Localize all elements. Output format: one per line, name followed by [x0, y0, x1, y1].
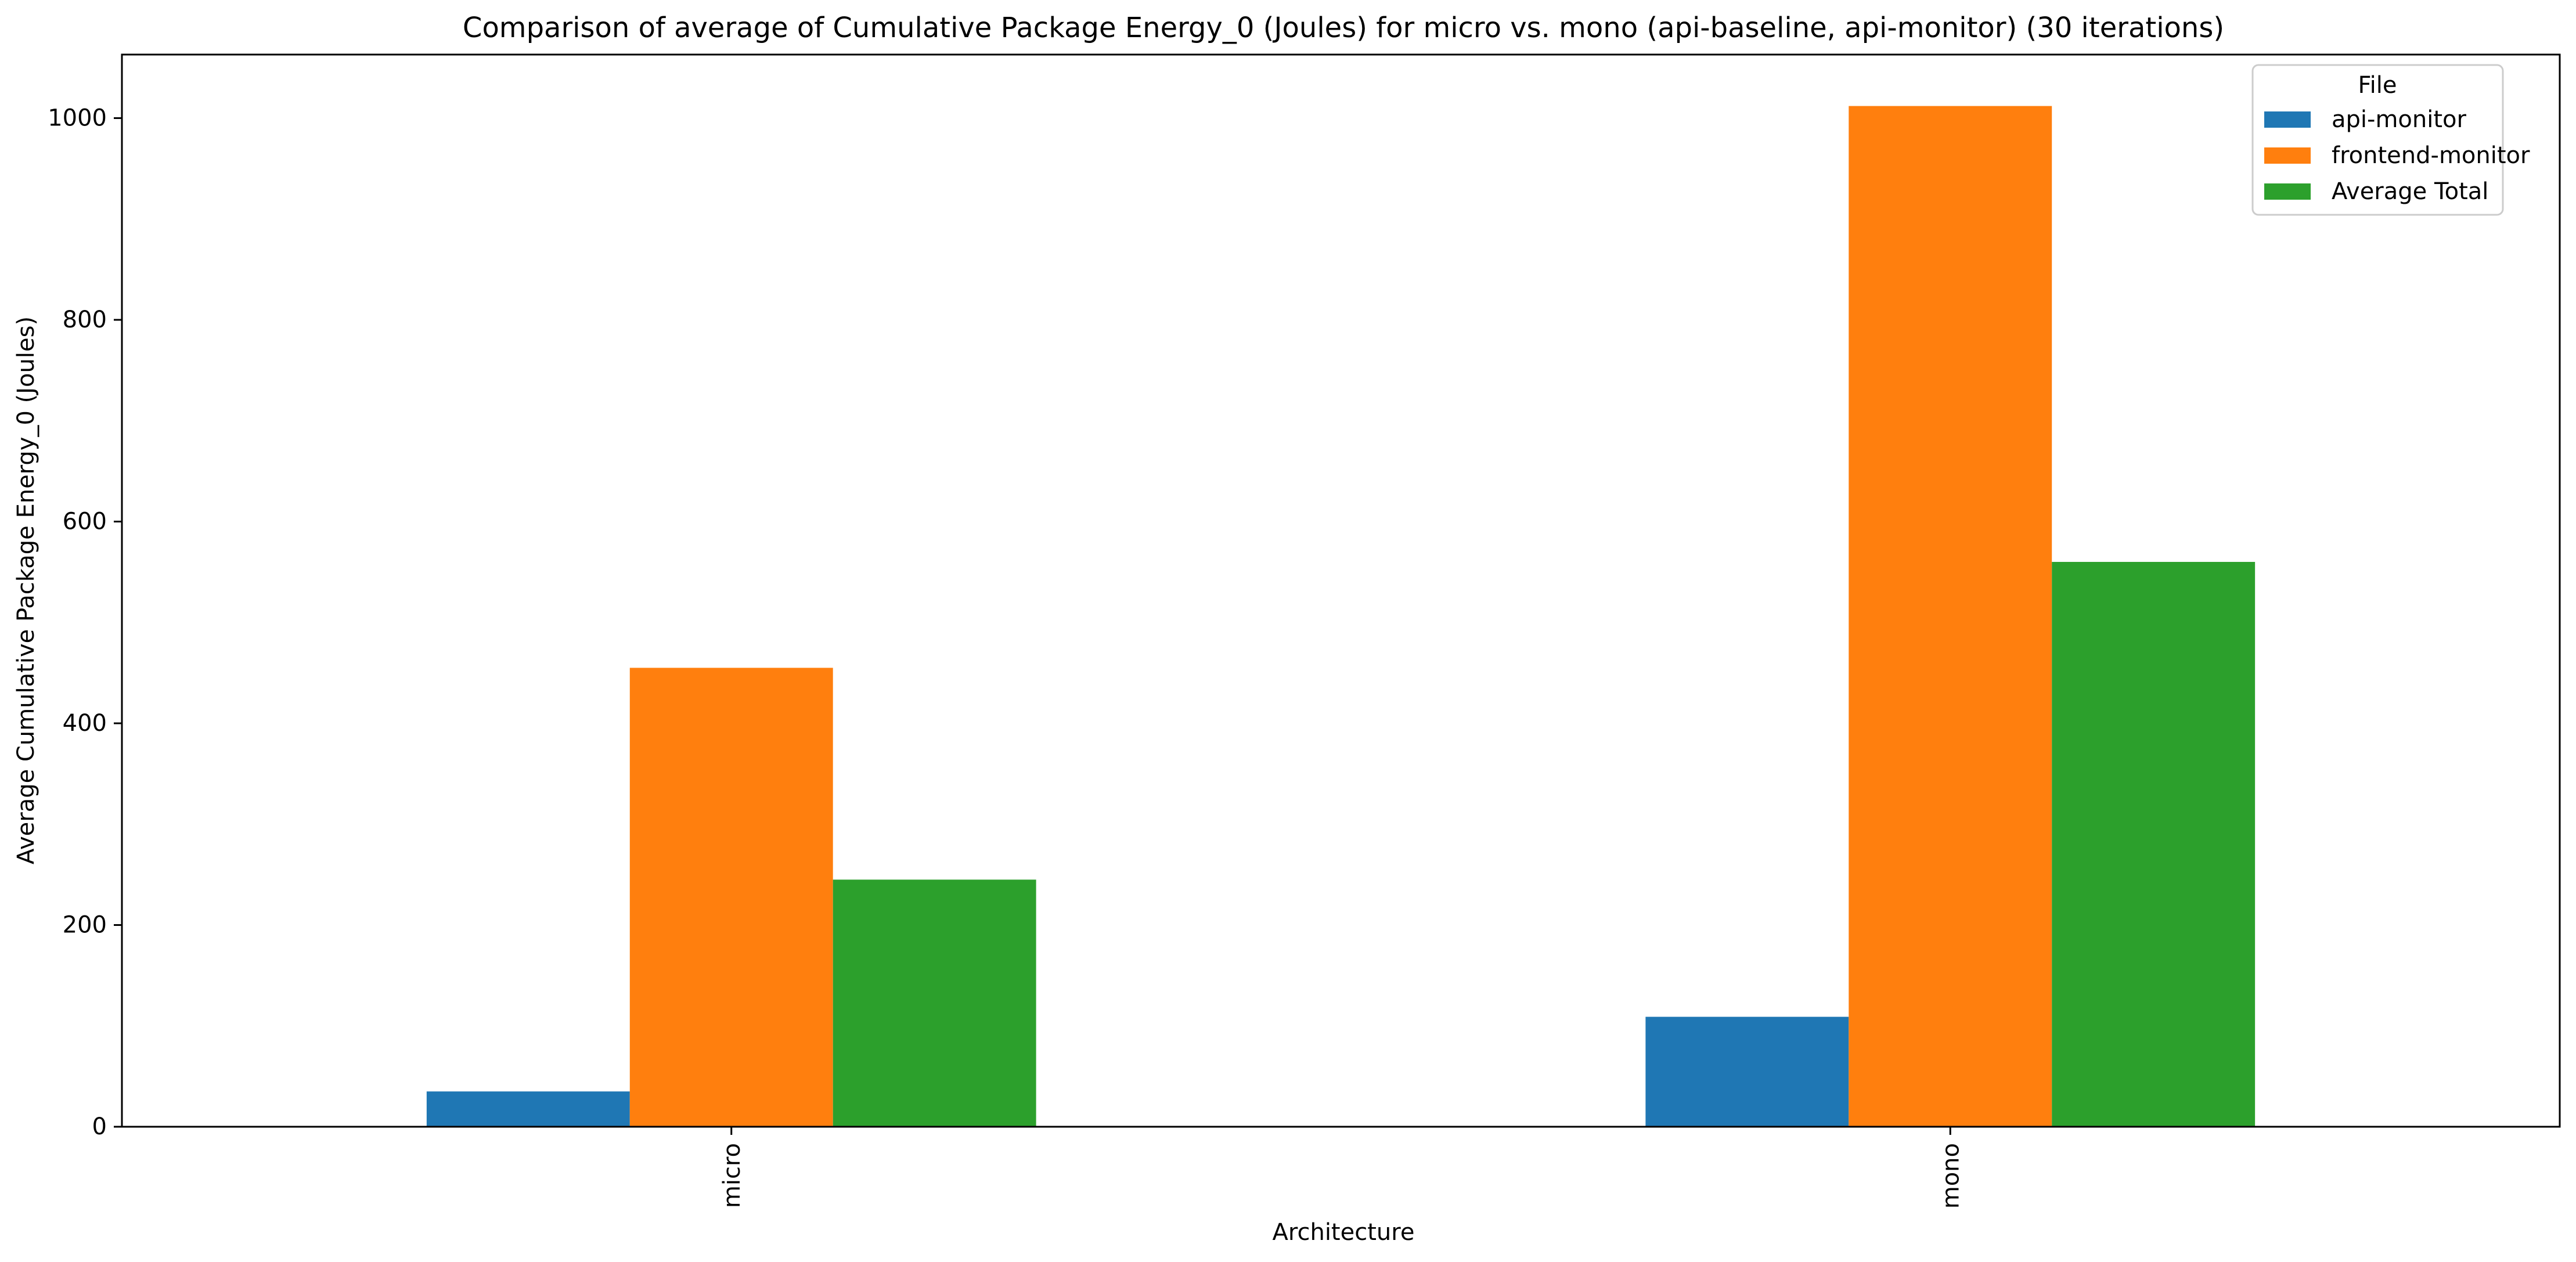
- bar-api-monitor-micro: [427, 1091, 630, 1127]
- legend-swatch-average-total: [2264, 183, 2311, 200]
- legend-label-api-monitor: api-monitor: [2332, 106, 2467, 133]
- legend-title: File: [2358, 72, 2397, 99]
- legend-swatch-frontend-monitor: [2264, 147, 2311, 164]
- legend-label-frontend-monitor: frontend-monitor: [2332, 142, 2530, 169]
- y-axis-label: Average Cumulative Package Energy_0 (Jou…: [13, 316, 39, 864]
- y-tick-label: 800: [63, 307, 107, 333]
- y-tick-label: 0: [92, 1113, 107, 1140]
- x-axis-label: Architecture: [1273, 1219, 1415, 1246]
- bar-frontend-monitor-mono: [1849, 106, 2052, 1127]
- y-tick-label: 200: [63, 911, 107, 938]
- x-tick-label-micro: micro: [719, 1143, 745, 1208]
- x-tick-label-mono: mono: [1937, 1143, 1964, 1209]
- legend-swatch-api-monitor: [2264, 111, 2311, 128]
- bar-average-total-mono: [2052, 562, 2255, 1127]
- y-tick-label: 1000: [48, 104, 107, 131]
- legend-label-average-total: Average Total: [2332, 178, 2488, 205]
- bar-frontend-monitor-micro: [630, 668, 833, 1127]
- bar-average-total-micro: [833, 879, 1036, 1127]
- chart-title: Comparison of average of Cumulative Pack…: [463, 12, 2224, 44]
- legend: File api-monitor frontend-monitor Average …: [2253, 65, 2530, 215]
- bar-api-monitor-mono: [1645, 1017, 1849, 1127]
- y-tick-label: 600: [63, 508, 107, 535]
- y-tick-label: 400: [63, 710, 107, 737]
